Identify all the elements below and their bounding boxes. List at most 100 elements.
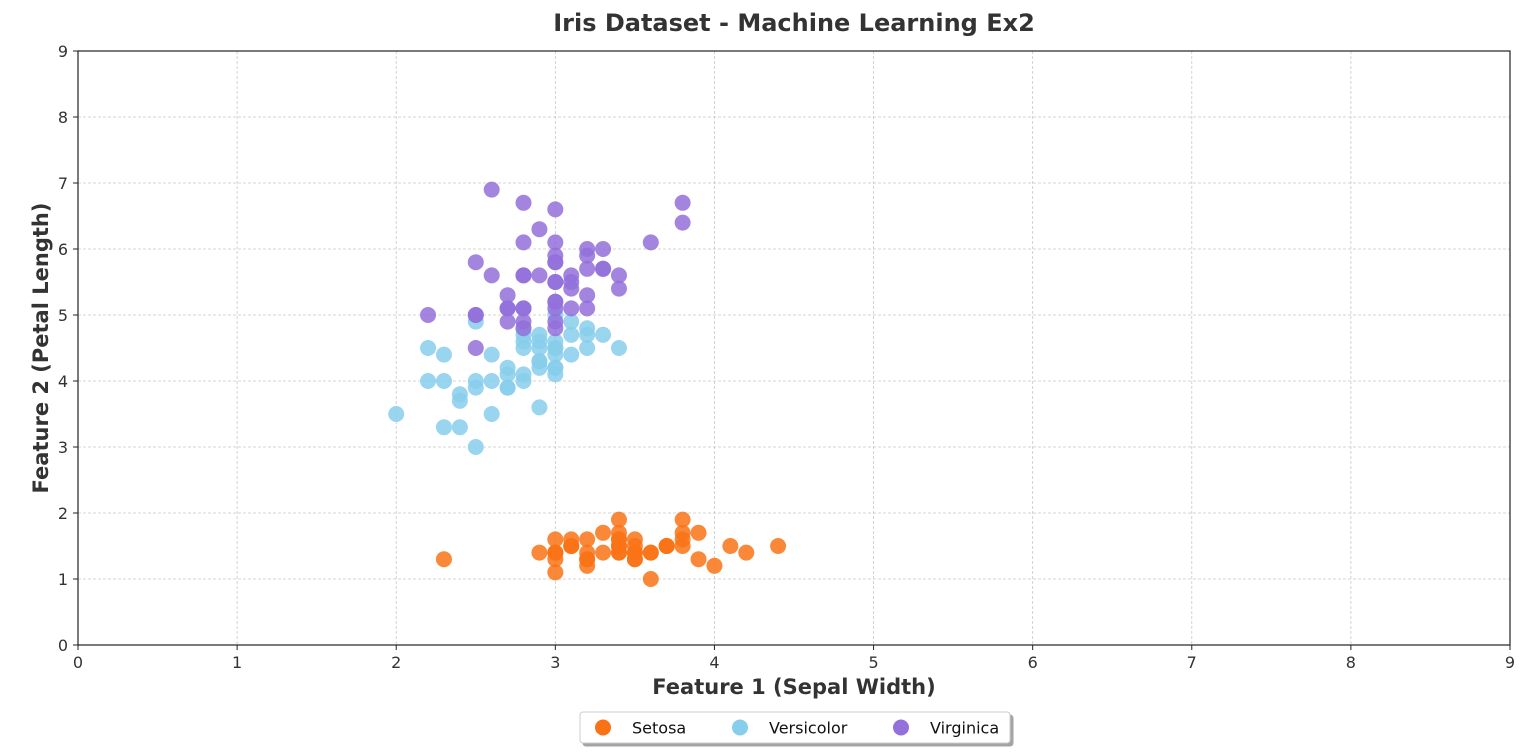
point-virginica: [674, 214, 691, 231]
chart-title: Iris Dataset - Machine Learning Ex2: [553, 9, 1035, 37]
y-tick-label: 3: [58, 438, 68, 457]
point-setosa: [610, 511, 627, 528]
point-virginica: [531, 221, 548, 238]
point-versicolor: [610, 340, 627, 356]
point-versicolor: [579, 340, 596, 356]
point-versicolor: [547, 333, 564, 350]
x-tick-label: 4: [709, 653, 719, 672]
point-virginica: [467, 307, 484, 323]
point-virginica: [547, 300, 564, 317]
x-tick-label: 0: [73, 653, 83, 672]
point-setosa: [579, 531, 596, 548]
point-virginica: [483, 267, 500, 284]
y-tick-label: 5: [58, 306, 68, 325]
y-tick-label: 2: [58, 504, 68, 523]
point-versicolor: [547, 359, 564, 376]
legend-label-versicolor: Versicolor: [769, 719, 848, 738]
point-versicolor: [435, 419, 452, 436]
data-points: [388, 181, 787, 587]
x-tick-label: 8: [1346, 653, 1356, 672]
point-virginica: [674, 194, 691, 211]
point-virginica: [595, 241, 612, 257]
y-tick-label: 4: [58, 372, 68, 391]
point-virginica: [563, 300, 580, 317]
point-setosa: [626, 531, 643, 548]
point-setosa: [738, 544, 755, 561]
point-versicolor: [515, 340, 532, 356]
point-setosa: [674, 511, 691, 528]
x-tick-label: 3: [550, 653, 560, 672]
x-axis-label: Feature 1 (Sepal Width): [652, 675, 935, 699]
legend-label-setosa: Setosa: [632, 719, 686, 738]
point-setosa: [610, 538, 627, 554]
point-setosa: [658, 538, 675, 554]
point-versicolor: [499, 379, 516, 396]
plot-frame: [77, 50, 1511, 646]
point-virginica: [563, 280, 580, 297]
point-virginica: [467, 254, 484, 271]
point-virginica: [547, 274, 564, 290]
y-tick-label: 0: [58, 636, 68, 655]
point-virginica: [515, 267, 532, 284]
legend-marker-setosa: [595, 719, 611, 736]
point-versicolor: [499, 359, 516, 376]
point-virginica: [547, 320, 564, 337]
point-virginica: [579, 247, 596, 264]
point-setosa: [547, 531, 564, 548]
point-versicolor: [515, 366, 532, 383]
point-versicolor: [563, 346, 580, 363]
point-setosa: [579, 544, 596, 561]
point-virginica: [610, 267, 627, 284]
point-virginica: [642, 234, 659, 251]
point-versicolor: [483, 373, 500, 389]
point-setosa: [595, 524, 612, 541]
point-versicolor: [435, 373, 452, 389]
point-virginica: [563, 267, 580, 284]
point-versicolor: [531, 399, 548, 416]
point-virginica: [579, 287, 596, 304]
x-tick-label: 9: [1505, 653, 1515, 672]
point-virginica: [547, 254, 564, 271]
point-virginica: [420, 307, 437, 323]
point-versicolor: [435, 346, 452, 363]
point-versicolor: [420, 340, 437, 356]
y-axis-label: Feature 2 (Petal Length): [29, 203, 53, 494]
point-setosa: [626, 551, 643, 568]
point-virginica: [595, 260, 612, 277]
point-versicolor: [595, 326, 612, 343]
x-tick-label: 6: [1028, 653, 1038, 672]
point-virginica: [515, 194, 532, 211]
point-setosa: [547, 544, 564, 561]
point-virginica: [499, 313, 516, 330]
point-virginica: [515, 300, 532, 317]
point-virginica: [579, 260, 596, 277]
point-versicolor: [579, 320, 596, 337]
legend-marker-virginica: [893, 719, 909, 736]
point-virginica: [499, 300, 516, 317]
point-virginica: [499, 287, 516, 304]
x-tick-label: 2: [391, 653, 401, 672]
point-versicolor: [483, 406, 500, 422]
point-setosa: [706, 557, 723, 574]
point-virginica: [579, 300, 596, 317]
point-versicolor: [531, 353, 548, 370]
point-versicolor: [483, 346, 500, 363]
point-setosa: [674, 531, 691, 548]
point-setosa: [690, 524, 707, 541]
point-versicolor: [531, 340, 548, 356]
point-virginica: [515, 320, 532, 337]
point-setosa: [690, 551, 707, 568]
point-setosa: [642, 544, 659, 561]
point-virginica: [483, 181, 500, 198]
y-tick-label: 8: [58, 108, 68, 127]
point-setosa: [547, 564, 564, 581]
point-versicolor: [563, 313, 580, 330]
y-tick-label: 6: [58, 240, 68, 259]
point-setosa: [770, 538, 787, 554]
x-tick-label: 1: [232, 653, 242, 672]
point-versicolor: [563, 326, 580, 343]
point-setosa: [435, 551, 452, 568]
point-versicolor: [467, 373, 484, 389]
